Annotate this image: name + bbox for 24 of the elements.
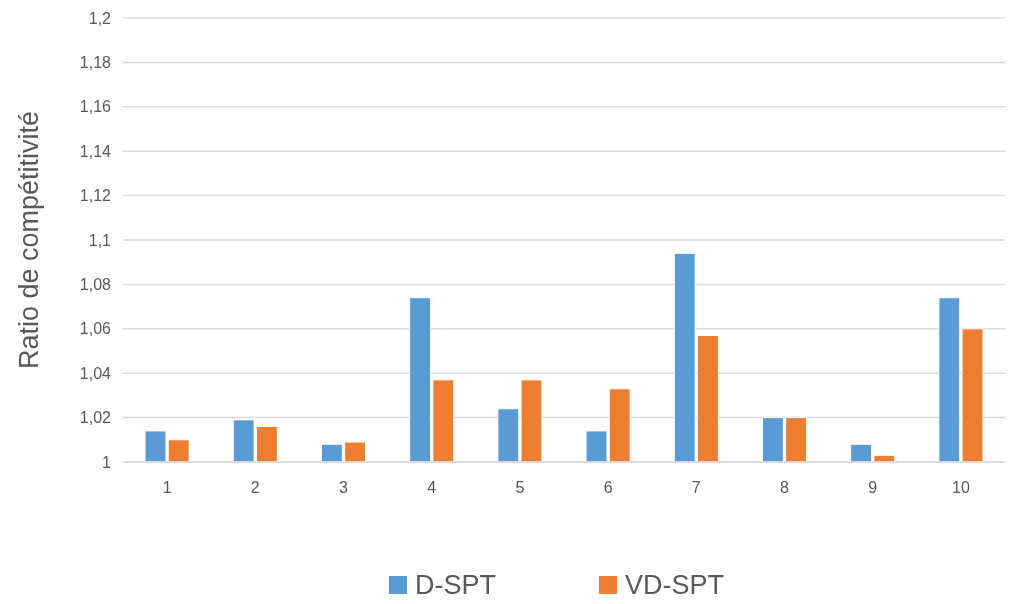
y-tick-label: 1,16 (79, 98, 112, 116)
y-tick-label: 1,1 (88, 231, 112, 249)
y-tick-label: 1,08 (79, 276, 112, 293)
x-tick-label: 4 (427, 479, 437, 496)
legend-label: D-SPT (415, 570, 496, 601)
y-axis-title: Ratio de compétitivité (14, 110, 44, 370)
x-tick-label: 8 (780, 479, 790, 496)
y-tick-label: 1,04 (79, 364, 112, 382)
y-tick-label: 1,02 (79, 409, 112, 427)
y-tick-label: 1,14 (79, 142, 112, 160)
y-tick-label: 1,18 (79, 54, 112, 71)
x-tick-label: 1 (162, 479, 172, 496)
x-tick-label: 9 (868, 479, 878, 496)
x-tick-label: 2 (250, 479, 260, 496)
y-tick-label: 1,2 (88, 9, 112, 27)
x-tick-label: 5 (515, 479, 525, 496)
y-tick-label: 1,06 (79, 320, 112, 338)
y-tick-label: 1 (102, 453, 112, 471)
x-tick-label: 6 (603, 479, 613, 496)
x-tick-label: 3 (339, 479, 349, 496)
y-tick-label: 1,12 (79, 187, 112, 205)
legend-label: VD-SPT (625, 570, 725, 601)
x-tick-label: 7 (691, 479, 701, 496)
x-tick-label: 10 (952, 479, 970, 496)
